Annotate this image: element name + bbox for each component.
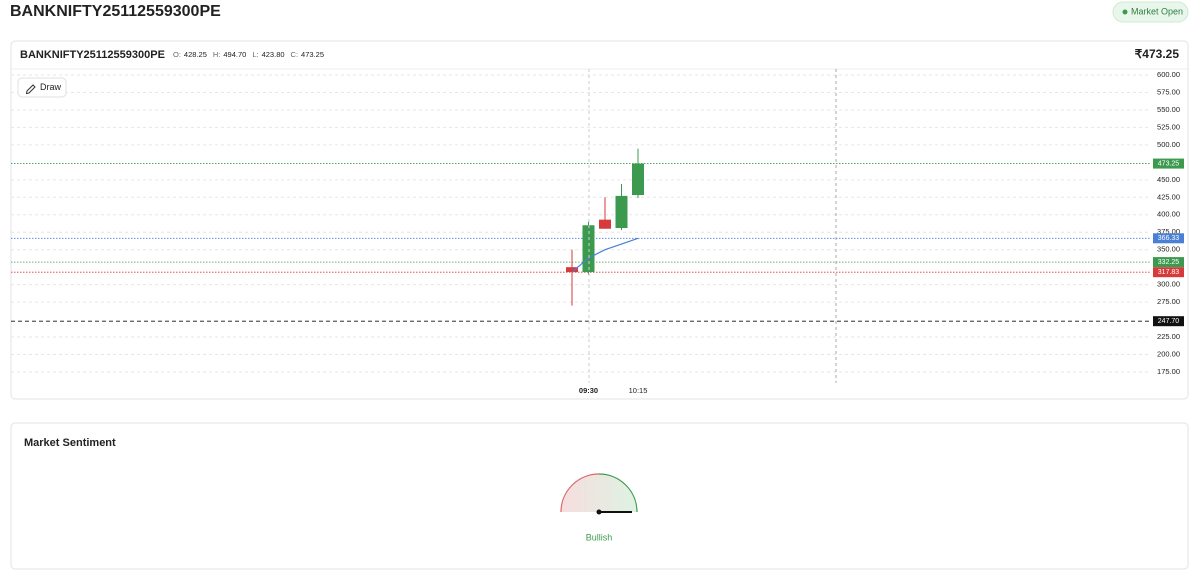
ohlc-values: O: 428.25 H: 494.70 L: 423.80 C: 473.25 bbox=[173, 50, 324, 59]
y-tick-label: 200.00 bbox=[1157, 350, 1180, 359]
candle-body bbox=[599, 219, 611, 229]
ohlc-label: H: bbox=[213, 50, 221, 59]
ohlc-label: C: bbox=[291, 50, 299, 59]
gauge bbox=[561, 474, 637, 512]
sentiment-label: Bullish bbox=[586, 532, 613, 542]
y-tick-label: 275.00 bbox=[1157, 297, 1180, 306]
x-tick-label: 10:15 bbox=[629, 386, 648, 395]
y-tick-label: 575.00 bbox=[1157, 87, 1180, 96]
candle-body bbox=[566, 267, 578, 273]
x-tick-label: 09:30 bbox=[579, 386, 598, 395]
y-tick-label: 550.00 bbox=[1157, 105, 1180, 114]
y-tick-label: 400.00 bbox=[1157, 210, 1180, 219]
gauge-arc-bull bbox=[598, 473, 638, 513]
sentiment-title: Market Sentiment bbox=[24, 437, 116, 449]
draw-label[interactable]: Draw bbox=[40, 82, 62, 92]
y-tick-label: 600.00 bbox=[1157, 70, 1180, 79]
price-tag bbox=[1153, 257, 1184, 268]
price-tag bbox=[1153, 316, 1184, 327]
price-tag bbox=[1153, 158, 1184, 169]
status-text: Market Open bbox=[1131, 6, 1183, 16]
ohlc-label: O: bbox=[173, 50, 181, 59]
y-tick-label: 350.00 bbox=[1157, 245, 1180, 254]
candle-body bbox=[615, 195, 628, 229]
y-tick-label: 525.00 bbox=[1157, 122, 1180, 131]
price-tag bbox=[1153, 267, 1184, 278]
y-tick-label: 225.00 bbox=[1157, 332, 1180, 341]
plot: 600.00 575.00 550.00 525.00 500.00 450.00 425.… bbox=[11, 70, 1184, 395]
price-tag-label: 317.83 bbox=[1158, 269, 1180, 276]
ohlc-value: 473.25 bbox=[301, 50, 324, 59]
page-title: BANKNIFTY25112559300PE bbox=[10, 3, 221, 20]
gauge-arc-bear bbox=[560, 473, 600, 513]
ohlc-value: 428.25 bbox=[184, 50, 207, 59]
price-tag bbox=[1153, 233, 1184, 244]
average-line bbox=[571, 237, 639, 273]
price-tag-label: 247.70 bbox=[1158, 318, 1180, 325]
status-badge bbox=[1112, 1, 1189, 23]
y-tick-label: 175.00 bbox=[1157, 367, 1180, 376]
gauge-pivot bbox=[596, 509, 602, 515]
status-dot bbox=[1122, 9, 1128, 15]
pencil-icon bbox=[25, 84, 36, 95]
y-tick-label: 450.00 bbox=[1157, 175, 1180, 184]
last-price: ₹473.25 bbox=[1135, 47, 1180, 61]
price-tag-label: 366.33 bbox=[1158, 235, 1180, 242]
symbol: BANKNIFTY25112559300PE bbox=[20, 49, 165, 61]
candle-body bbox=[632, 163, 644, 196]
ohlc-value: 494.70 bbox=[223, 50, 246, 59]
ohlc-label: L: bbox=[252, 50, 258, 59]
ohlc-value: 423.80 bbox=[262, 50, 285, 59]
y-tick-label: 300.00 bbox=[1157, 280, 1180, 289]
y-tick-label: 425.00 bbox=[1157, 192, 1180, 201]
price-tag-label: 332.25 bbox=[1158, 259, 1180, 266]
price-tag-label: 473.25 bbox=[1158, 160, 1180, 167]
y-tick-label: 375.00 bbox=[1157, 227, 1180, 236]
y-tick-label: 500.00 bbox=[1157, 140, 1180, 149]
